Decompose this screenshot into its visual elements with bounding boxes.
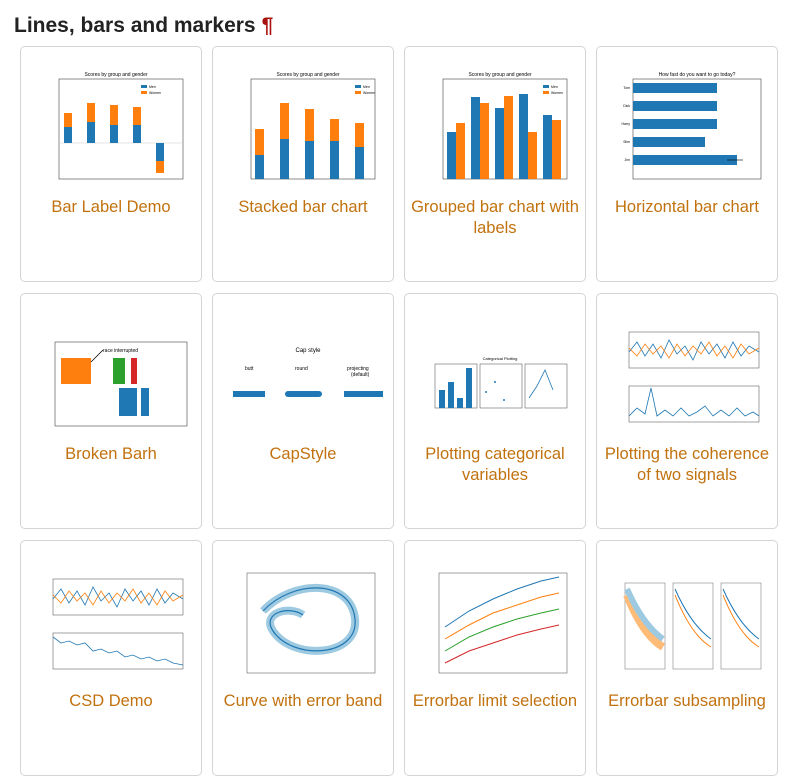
card-title[interactable]: Broken Barh	[65, 445, 157, 463]
svg-text:projecting: projecting	[347, 366, 369, 372]
card-bar-label-demo[interactable]: Scores by group and gender Men Women Bar…	[20, 46, 202, 282]
section-heading: Lines, bars and markers ¶	[14, 12, 273, 40]
card-title[interactable]: Plotting the coherence of two signals	[604, 445, 770, 484]
card-horizontal-bar-chart[interactable]: How fast do you want to go today? Tom Di…	[596, 46, 778, 282]
card-title[interactable]: CSD Demo	[69, 692, 153, 710]
card-errorbar-subsampling[interactable]: Errorbar subsampling	[596, 540, 778, 776]
svg-text:race interrupted: race interrupted	[103, 348, 138, 354]
thumbnail-horizontal-bar-chart: How fast do you want to go today? Tom Di…	[617, 65, 767, 190]
card-csd-demo[interactable]: CSD Demo	[20, 540, 202, 776]
svg-text:Men: Men	[149, 85, 156, 89]
thumbnail-coherence	[617, 312, 767, 437]
thumbnail-bar-label-demo: Scores by group and gender Men Women	[41, 65, 191, 190]
section-title: Lines, bars and markers	[14, 14, 256, 37]
card-title[interactable]: Grouped bar chart with labels	[411, 198, 579, 237]
svg-text:How fast do you want to go tod: How fast do you want to go today?	[659, 72, 736, 78]
svg-text:Tom: Tom	[623, 86, 630, 90]
svg-text:Scores by group and gender: Scores by group and gender	[276, 72, 339, 78]
card-error-band[interactable]: Curve with error band	[212, 540, 394, 776]
svg-text:Harry: Harry	[621, 122, 630, 126]
thumbnail-broken-barh: race interrupted	[41, 312, 191, 437]
svg-text:Dick: Dick	[623, 104, 630, 108]
card-errorbar-limit[interactable]: Errorbar limit selection	[404, 540, 586, 776]
card-title[interactable]: Stacked bar chart	[238, 198, 368, 216]
card-title[interactable]: Horizontal bar chart	[615, 198, 759, 216]
thumbnail-categorical-variables: Categorical Plotting	[425, 312, 575, 437]
svg-text:Jim: Jim	[625, 158, 631, 162]
thumbnail-grouped-bar-chart: Scores by group and gender Men Women	[425, 65, 575, 190]
card-title[interactable]: CapStyle	[269, 445, 337, 463]
svg-text:Men: Men	[363, 85, 370, 89]
svg-text:Categorical Plotting: Categorical Plotting	[483, 356, 518, 361]
svg-text:round: round	[295, 366, 308, 372]
thumbnail-csd-demo	[41, 559, 191, 684]
thumbnail-stacked-bar-chart: Scores by group and gender Men Women	[233, 65, 383, 190]
card-title[interactable]: Errorbar limit selection	[412, 692, 578, 710]
svg-text:Scores by group and gender: Scores by group and gender	[468, 72, 531, 78]
svg-text:Women: Women	[551, 91, 563, 95]
svg-text:Women: Women	[149, 91, 161, 95]
svg-text:Cap style: Cap style	[295, 348, 321, 354]
card-grouped-bar-chart[interactable]: Scores by group and gender Men Women Gro…	[404, 46, 586, 282]
card-categorical-variables[interactable]: Categorical Plotting Plotting categorica…	[404, 293, 586, 529]
card-coherence[interactable]: Plotting the coherence of two signals	[596, 293, 778, 529]
svg-text:Slim: Slim	[623, 140, 630, 144]
card-title[interactable]: Plotting categorical variables	[425, 445, 565, 484]
section-anchor-link[interactable]: ¶	[261, 14, 274, 37]
card-capstyle[interactable]: Cap style butt round projecting (default…	[212, 293, 394, 529]
card-title[interactable]: Bar Label Demo	[51, 198, 171, 216]
thumbnail-capstyle: Cap style butt round projecting (default…	[233, 312, 383, 437]
svg-text:(default): (default)	[351, 372, 370, 378]
svg-text:Women: Women	[363, 91, 375, 95]
thumbnail-errorbar-subsampling	[617, 559, 767, 684]
card-title[interactable]: Curve with error band	[223, 692, 383, 710]
svg-text:Men: Men	[551, 85, 558, 89]
svg-text:Scores by group and gender: Scores by group and gender	[84, 72, 147, 78]
svg-text:butt: butt	[245, 366, 254, 372]
thumbnail-errorbar-limit	[425, 559, 575, 684]
card-broken-barh[interactable]: race interrupted Broken Barh	[20, 293, 202, 529]
thumbnail-error-band	[233, 559, 383, 684]
card-title[interactable]: Errorbar subsampling	[608, 692, 766, 710]
card-stacked-bar-chart[interactable]: Scores by group and gender Men Women Sta…	[212, 46, 394, 282]
